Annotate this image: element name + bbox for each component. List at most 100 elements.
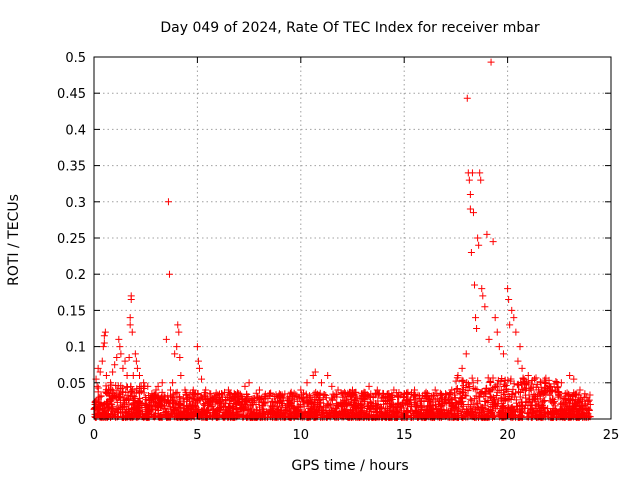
band-point [585, 407, 593, 415]
band-point [504, 387, 512, 395]
band-point [464, 380, 472, 388]
band-point [220, 388, 228, 396]
y-tick-label: 0.05 [57, 377, 86, 392]
band-point [292, 391, 300, 399]
band-point [314, 391, 322, 399]
band-point [190, 390, 198, 398]
data-point [121, 357, 129, 365]
band-point [438, 397, 446, 405]
data-point [557, 379, 565, 387]
band-point [447, 413, 455, 421]
band-point [394, 400, 402, 408]
data-point [514, 357, 522, 365]
band-point [110, 410, 118, 418]
band-point [529, 396, 537, 404]
band-point [523, 410, 531, 418]
band-point [179, 394, 187, 402]
data-point [324, 372, 332, 380]
band-point [175, 393, 183, 401]
band-point [570, 405, 578, 413]
band-point [460, 402, 468, 410]
band-point [110, 391, 118, 399]
band-point [102, 382, 110, 390]
band-point [361, 395, 369, 403]
data-point [365, 382, 373, 390]
band-point [482, 397, 490, 405]
band-point [476, 390, 484, 398]
band-point [122, 406, 130, 414]
data-point [400, 390, 408, 398]
data-point [469, 209, 477, 217]
data-point [165, 270, 173, 278]
band-point [368, 413, 376, 421]
band-point [189, 406, 197, 414]
band-point [474, 377, 482, 385]
band-point [180, 398, 188, 406]
band-point [292, 411, 300, 419]
band-point [298, 395, 306, 403]
band-point [269, 413, 277, 421]
band-point [252, 411, 260, 419]
data-point [99, 343, 107, 351]
band-point [477, 389, 485, 397]
band-point [395, 389, 403, 397]
band-point [108, 404, 116, 412]
data-point [193, 343, 201, 351]
band-point [541, 389, 549, 397]
y-tick-label: 0.2 [65, 268, 86, 283]
data-point [504, 285, 512, 293]
data-point [491, 314, 499, 322]
data-point [94, 364, 102, 372]
band-point [433, 390, 441, 398]
band-point [283, 406, 291, 414]
data-point [475, 241, 483, 249]
data-point [93, 382, 101, 390]
band-point [488, 394, 496, 402]
band-point [394, 407, 402, 415]
band-point [351, 403, 359, 411]
data-point [380, 390, 388, 398]
data-point [479, 292, 487, 300]
band-point [382, 411, 390, 419]
band-point [248, 405, 256, 413]
band-point [486, 393, 494, 401]
band-point [183, 394, 191, 402]
data-point [328, 382, 336, 390]
band-point [320, 402, 328, 410]
band-point [423, 408, 431, 416]
band-point [138, 399, 146, 407]
band-point [353, 393, 361, 401]
band-point [367, 390, 375, 398]
band-point [304, 398, 312, 406]
band-point [527, 386, 535, 394]
band-point [489, 374, 497, 382]
band-point [245, 406, 253, 414]
band-point [135, 387, 143, 395]
band-point [519, 375, 527, 383]
band-point [435, 410, 443, 418]
band-point [524, 378, 532, 386]
band-point [176, 396, 184, 404]
data-point [241, 382, 249, 390]
data-point [107, 379, 115, 387]
data-point [126, 321, 134, 329]
data-point [174, 321, 182, 329]
data-point [235, 390, 243, 398]
band-point [518, 402, 526, 410]
data-point [102, 372, 110, 380]
data-point [194, 357, 202, 365]
band-point [328, 396, 336, 404]
band-point [306, 392, 314, 400]
band-point [277, 410, 285, 418]
band-point [348, 412, 356, 420]
data-point [512, 328, 520, 336]
band-point [211, 398, 219, 406]
band-point [346, 400, 354, 408]
data-point [463, 94, 471, 102]
band-point [471, 404, 479, 412]
band-point [94, 384, 102, 392]
band-point [497, 386, 505, 394]
band-point [341, 408, 349, 416]
data-point [570, 375, 578, 383]
